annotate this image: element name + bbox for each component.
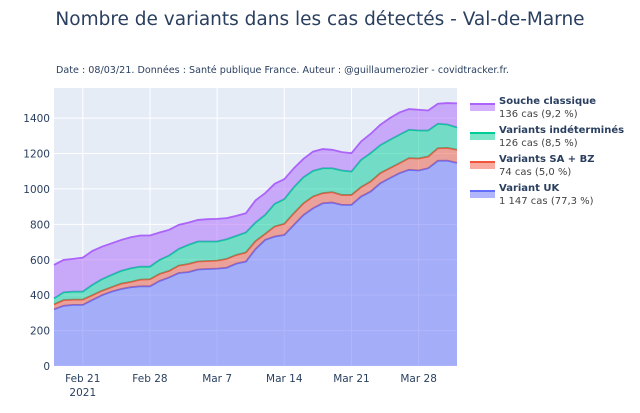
- y-tick-label: 600: [30, 255, 50, 267]
- x-tick-label: Mar 7: [202, 373, 232, 385]
- x-tick-label: Feb 28: [132, 373, 167, 385]
- legend-item-variants-sa-bz[interactable]: Variants SA + BZ 74 cas (5,0 %): [470, 153, 624, 182]
- y-tick-label: 1200: [23, 149, 50, 161]
- x-tick-year-label: 2021: [69, 387, 96, 399]
- legend-count: 1 147 cas (77,3 %): [499, 196, 594, 207]
- y-tick-label: 200: [30, 326, 50, 338]
- legend-item-variant-uk[interactable]: Variant UK 1 147 cas (77,3 %): [470, 182, 624, 211]
- x-tick-label: Mar 21: [333, 373, 370, 385]
- line-souche-classique: [53, 102, 458, 266]
- legend-label: Variant UK: [499, 183, 560, 194]
- legend-swatch: [470, 161, 495, 169]
- y-tick-label: 800: [30, 219, 50, 231]
- area-variants-sa-bz: [54, 147, 457, 310]
- y-tick-label: 1400: [23, 113, 50, 125]
- legend-count: 74 cas (5,0 %): [499, 167, 572, 178]
- x-tick-label: Mar 28: [400, 373, 437, 385]
- legend-label: Variants SA + BZ: [499, 154, 595, 165]
- y-tick-label: 0: [43, 361, 50, 373]
- legend-swatch: [470, 103, 495, 111]
- legend-swatch: [470, 132, 495, 140]
- legend-swatch: [470, 190, 495, 198]
- legend-label: Souche classique: [499, 96, 596, 107]
- legend-count: 136 cas (9,2 %): [499, 109, 578, 120]
- legend-item-souche-classique[interactable]: Souche classique 136 cas (9,2 %): [470, 95, 624, 124]
- chart-subtitle: Date : 08/03/21. Données : Santé publiqu…: [56, 65, 509, 76]
- x-tick-label: Feb 21: [65, 373, 100, 385]
- area-variant-uk: [54, 160, 457, 366]
- y-tick-label: 400: [30, 290, 50, 302]
- area-variants-indetermines: [54, 123, 457, 305]
- y-tick-label: 1000: [23, 184, 50, 196]
- x-tick-label: Mar 14: [266, 373, 303, 385]
- chart-title: Nombre de variants dans les cas détectés…: [55, 9, 585, 30]
- legend-label: Variants indéterminés: [499, 125, 625, 136]
- legend-count: 126 cas (8,5 %): [499, 138, 578, 149]
- legend-item-variants-indetermines[interactable]: Variants indéterminés 126 cas (8,5 %): [470, 124, 624, 153]
- legend: Souche classique 136 cas (9,2 %) Variant…: [470, 95, 624, 211]
